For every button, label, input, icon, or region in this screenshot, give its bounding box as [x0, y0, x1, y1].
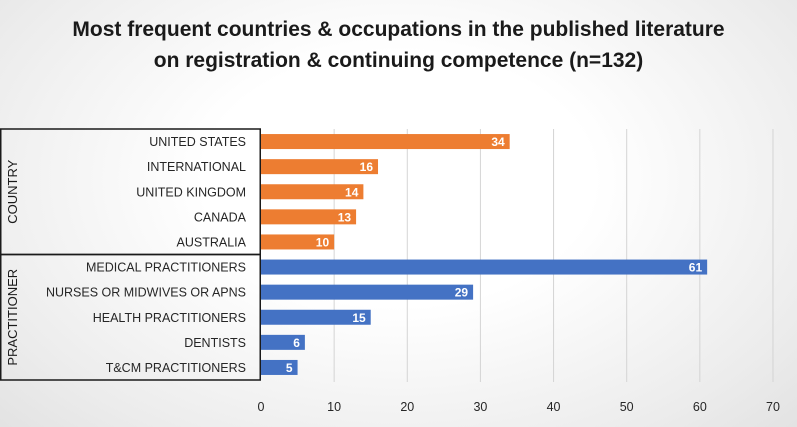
data-label: 14	[345, 185, 359, 199]
bar	[261, 159, 379, 175]
x-tick-label: 70	[766, 400, 780, 414]
group-label: COUNTRY	[5, 159, 20, 223]
x-tick-label: 50	[620, 400, 634, 414]
bar	[261, 334, 305, 350]
data-label: 29	[455, 286, 469, 300]
data-label: 34	[491, 135, 505, 149]
category-label: UNITED KINGDOM	[136, 185, 246, 199]
category-label: DENTISTS	[184, 336, 246, 350]
bar	[261, 184, 364, 200]
category-label: UNITED STATES	[149, 135, 246, 149]
data-label: 15	[352, 311, 366, 325]
chart-title: Most frequent countries & occupations in…	[72, 18, 725, 72]
bar	[261, 309, 371, 325]
data-label: 5	[286, 361, 293, 375]
category-label: INTERNATIONAL	[147, 160, 246, 174]
category-label: NURSES OR MIDWIVES OR APNS	[46, 286, 246, 300]
data-label: 10	[316, 235, 330, 249]
x-tick-label: 30	[473, 400, 487, 414]
data-label: 13	[338, 210, 352, 224]
category-label: CANADA	[194, 210, 247, 224]
x-tick-label: 60	[693, 400, 707, 414]
data-label: 6	[293, 336, 300, 350]
group-label: PRACTITIONER	[5, 269, 20, 366]
bar	[261, 234, 335, 250]
category-label: MEDICAL PRACTITIONERS	[86, 261, 246, 275]
category-label: HEALTH PRACTITIONERS	[93, 311, 246, 325]
category-label: T&CM PRACTITIONERS	[106, 361, 246, 375]
x-tick-label: 10	[327, 400, 341, 414]
bar	[261, 259, 708, 275]
x-tick-label: 40	[547, 400, 561, 414]
bar	[261, 284, 474, 300]
group-frame	[0, 253, 261, 381]
bar	[261, 134, 510, 150]
x-tick-label: 20	[400, 400, 414, 414]
bar	[261, 359, 298, 375]
data-label: 61	[689, 261, 703, 275]
data-label: 16	[360, 160, 374, 174]
bar	[261, 209, 357, 225]
category-label: AUSTRALIA	[177, 235, 247, 249]
x-tick-label: 0	[258, 400, 265, 414]
